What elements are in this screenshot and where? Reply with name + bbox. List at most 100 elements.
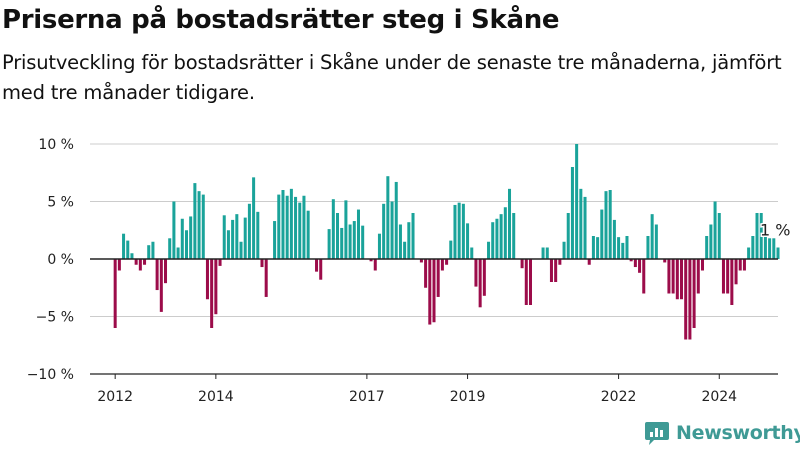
bar bbox=[348, 224, 352, 259]
bar bbox=[675, 259, 679, 300]
bar bbox=[763, 225, 767, 259]
bar bbox=[315, 259, 319, 272]
bar bbox=[440, 259, 444, 271]
x-tick-label: 2014 bbox=[198, 389, 234, 405]
bar bbox=[411, 213, 415, 259]
bar bbox=[273, 221, 277, 259]
bar bbox=[621, 242, 625, 259]
bar bbox=[579, 188, 583, 259]
bar bbox=[709, 224, 713, 259]
bar bbox=[617, 237, 621, 259]
last-value-label: 1 % bbox=[760, 221, 790, 240]
bar bbox=[625, 236, 629, 259]
bar bbox=[306, 210, 310, 259]
bar bbox=[122, 233, 126, 259]
bar bbox=[210, 259, 214, 328]
labels: 10 % 5 % 0 % −5 % −10 % 2012 2014 2017 2019 2022 2… bbox=[27, 137, 792, 405]
newsworthy-logo: Newsworthy bbox=[644, 418, 800, 448]
bar bbox=[327, 229, 331, 259]
bar bbox=[541, 247, 545, 259]
bar bbox=[466, 223, 470, 259]
bars bbox=[113, 144, 780, 340]
bar bbox=[612, 219, 616, 259]
bar bbox=[503, 207, 507, 259]
bar bbox=[474, 259, 478, 287]
bar bbox=[495, 218, 499, 259]
bar bbox=[713, 201, 717, 259]
bar bbox=[180, 218, 184, 259]
bar bbox=[629, 259, 633, 262]
bar bbox=[558, 259, 562, 265]
bar bbox=[575, 144, 579, 259]
bar bbox=[591, 236, 595, 259]
x-tick-label: 2012 bbox=[97, 389, 133, 405]
bar bbox=[768, 238, 772, 259]
bar bbox=[256, 211, 260, 259]
bar bbox=[214, 259, 218, 315]
bar bbox=[436, 259, 440, 297]
bar bbox=[340, 227, 344, 259]
bar bbox=[449, 240, 453, 259]
bar bbox=[583, 196, 587, 259]
chart-title: Priserna på bostadsrätter steg i Skåne bbox=[2, 5, 560, 35]
bar bbox=[361, 225, 365, 259]
x-tick-label: 2019 bbox=[450, 389, 486, 405]
x-tick-label: 2022 bbox=[601, 389, 637, 405]
bar bbox=[654, 224, 658, 259]
bar bbox=[298, 202, 302, 259]
bar bbox=[646, 236, 650, 259]
bar bbox=[205, 259, 209, 300]
bar-chart-speech-bubble-icon bbox=[645, 422, 669, 445]
y-tick-label: 0 % bbox=[47, 252, 74, 268]
bar bbox=[113, 259, 117, 328]
bar bbox=[667, 259, 671, 294]
bar bbox=[352, 221, 356, 259]
bar bbox=[252, 177, 256, 259]
bar bbox=[126, 240, 130, 259]
bar bbox=[491, 222, 495, 259]
bar bbox=[369, 259, 373, 262]
y-tick-label: −10 % bbox=[27, 367, 74, 383]
bar bbox=[747, 247, 751, 259]
bar bbox=[407, 222, 411, 259]
bar bbox=[696, 259, 700, 294]
bar bbox=[143, 259, 147, 265]
bar bbox=[289, 188, 293, 259]
bar bbox=[331, 199, 335, 259]
bar bbox=[235, 214, 239, 259]
bar bbox=[159, 259, 163, 312]
bar bbox=[344, 200, 348, 259]
bar bbox=[382, 203, 386, 259]
bar bbox=[680, 259, 684, 300]
bar bbox=[512, 213, 516, 259]
bar bbox=[147, 245, 151, 259]
bar bbox=[390, 201, 394, 259]
brand-name: Newsworthy bbox=[676, 422, 800, 444]
bar bbox=[260, 259, 264, 268]
bar bbox=[247, 203, 251, 259]
bar bbox=[432, 259, 436, 323]
bar bbox=[336, 213, 340, 259]
bar bbox=[172, 201, 176, 259]
bar bbox=[184, 230, 188, 259]
bar bbox=[604, 191, 608, 259]
bar bbox=[294, 196, 298, 259]
bar bbox=[193, 183, 197, 259]
y-tick-label: 10 % bbox=[38, 137, 74, 153]
bar bbox=[226, 230, 230, 259]
bar bbox=[650, 214, 654, 259]
bar bbox=[600, 209, 604, 259]
bar bbox=[700, 259, 704, 271]
bar bbox=[231, 219, 235, 259]
bar bbox=[759, 213, 763, 259]
bar bbox=[755, 213, 759, 259]
x-tick-label: 2024 bbox=[701, 389, 737, 405]
bar bbox=[461, 203, 465, 259]
bar bbox=[562, 241, 566, 259]
bar bbox=[776, 247, 780, 259]
bar bbox=[138, 259, 142, 271]
bar bbox=[499, 214, 503, 259]
bar bbox=[692, 259, 696, 328]
bar bbox=[453, 204, 457, 259]
bar bbox=[638, 259, 642, 273]
